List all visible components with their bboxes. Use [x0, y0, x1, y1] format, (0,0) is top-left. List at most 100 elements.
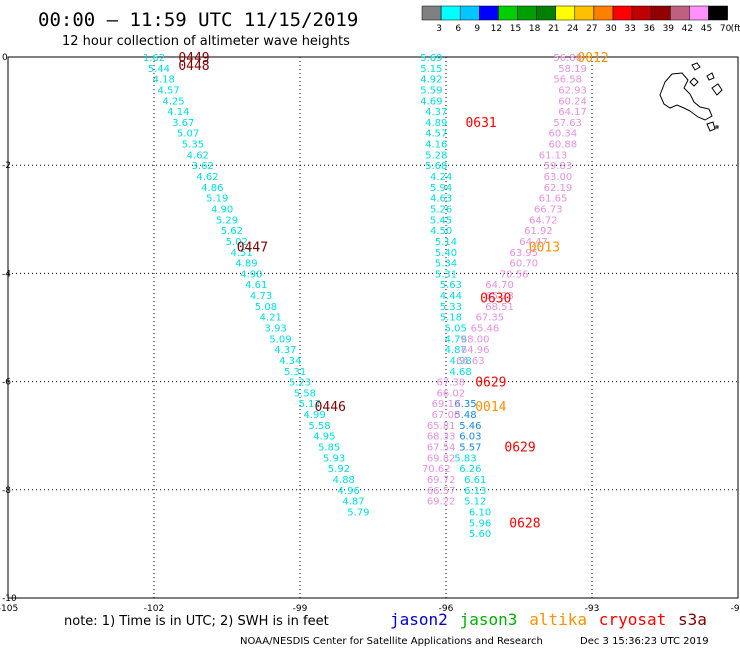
- wave-height-value: 6.26: [459, 464, 481, 475]
- pass-time-label: 0449: [178, 51, 209, 66]
- wave-height-value: 65.46: [471, 324, 500, 335]
- scale-swatch: [631, 5, 652, 21]
- wave-height-value: 5.29: [216, 215, 238, 226]
- wave-height-value: 5.57: [459, 443, 481, 454]
- wave-height-value: 5.79: [347, 507, 369, 518]
- wave-height-value: 60.24: [558, 96, 587, 107]
- islet-shape: [689, 77, 699, 87]
- latitude-tick-label: -4: [2, 269, 11, 279]
- scale-label: 27: [586, 24, 597, 34]
- wave-height-value: 4.57: [157, 85, 179, 96]
- latitude-ticks: 0 -2 -4 -6 -8 -10: [2, 53, 17, 604]
- satellite-legend: jason2 jason3 altika cryosat s3a: [390, 610, 707, 629]
- wave-height-value: 4.37: [425, 107, 447, 118]
- wave-height-value: 68.00: [461, 334, 490, 345]
- wave-height-value: 4.63: [430, 194, 452, 205]
- scale-swatch: [440, 5, 461, 21]
- wave-height-value: 6.35: [454, 399, 476, 410]
- wave-height-value: 5.92: [328, 464, 350, 475]
- wave-height-value: 6.61: [464, 475, 486, 486]
- wave-height-value: 4.69: [420, 96, 442, 107]
- scale-label: 6: [455, 24, 461, 34]
- wave-height-value: 5.69: [420, 53, 442, 64]
- legend-entry: jason3: [460, 610, 518, 629]
- wave-height-value: 64.70: [485, 280, 514, 291]
- wave-height-value: 4.98: [449, 356, 471, 367]
- wave-height-value: 4.62: [187, 150, 209, 161]
- wave-height-value: 65.81: [427, 421, 456, 432]
- wave-height-value: 67.35: [475, 313, 504, 324]
- wave-height-value: 4.87: [342, 497, 364, 508]
- legend-entry: jason2: [390, 610, 448, 629]
- wave-height-value: 67.54: [427, 443, 456, 454]
- satellite-tracks: 1.625.444.184.574.254.143.675.075.354.62…: [143, 53, 587, 540]
- wave-height-value: 63.95: [510, 248, 539, 259]
- wave-height-value: 4.87: [445, 345, 467, 356]
- wave-height-value: 4.73: [250, 291, 272, 302]
- scale-swatch: [670, 5, 690, 21]
- legend-entry: cryosat: [599, 610, 666, 629]
- page-subtitle: 12 hour collection of altimeter wave hei…: [62, 34, 350, 49]
- scale-swatch: [421, 5, 442, 21]
- wave-height-value: 5.45: [430, 215, 452, 226]
- latitude-tick-label: -10: [2, 594, 17, 604]
- wave-height-value: 5.94: [430, 183, 452, 194]
- wave-height-value: 5.19: [206, 194, 228, 205]
- scale-label: 24: [567, 24, 579, 34]
- wave-height-value: 64.47: [519, 237, 548, 248]
- wave-height-value: 5.83: [454, 453, 476, 464]
- longitude-tick-label: -96: [439, 604, 454, 614]
- wave-height-value: 62.93: [558, 85, 587, 96]
- longitude-tick-label: -90: [731, 604, 740, 614]
- wave-height-value: 4.16: [425, 140, 447, 151]
- wave-height-value: 4.89: [235, 259, 257, 270]
- scale-label: 45: [701, 24, 712, 34]
- wave-height-value: 4.34: [279, 356, 301, 367]
- wave-height-value: 5.59: [420, 85, 442, 96]
- wave-height-value: 4.90: [211, 204, 233, 215]
- wave-height-value: 4.62: [196, 172, 218, 183]
- pass-time-label: 0447: [237, 240, 268, 255]
- wave-height-value: 66.63: [456, 356, 485, 367]
- wave-height-value: 5.93: [323, 453, 345, 464]
- wave-height-value: 5.60: [469, 529, 491, 540]
- wave-height-value: 5.46: [459, 421, 481, 432]
- wave-height-value: 5.07: [177, 129, 199, 140]
- wave-height-value: 5.48: [454, 410, 476, 421]
- scale-swatch: [498, 5, 518, 21]
- wave-height-value: 5.40: [435, 248, 457, 259]
- wave-height-value: 64.72: [529, 215, 558, 226]
- wave-height-value: 5.35: [182, 140, 204, 151]
- wave-height-value: 5.28: [425, 150, 447, 161]
- wave-height-value: 68.51: [485, 302, 514, 313]
- pass-time-label: 0628: [509, 516, 540, 531]
- longitude-ticks: -105 -102 -99 -96 -93 -90: [0, 604, 740, 614]
- islet-shape: [711, 83, 723, 96]
- latitude-tick-label: -6: [2, 378, 11, 388]
- wave-height-value: 4.61: [245, 280, 267, 291]
- scale-swatch: [479, 5, 499, 21]
- track: 5.695.154.925.594.694.374.894.574.165.28…: [420, 53, 491, 540]
- wave-height-value: 59.83: [544, 161, 573, 172]
- galapagos-islands: [659, 62, 723, 132]
- wave-height-value: 70.62: [422, 464, 451, 475]
- wave-height-value: 4.18: [153, 75, 175, 86]
- wave-height-value: 4.57: [425, 129, 447, 140]
- pass-time-label: 0629: [475, 376, 506, 391]
- lat-lon-grid: [8, 57, 738, 598]
- wave-height-value: 64.17: [558, 107, 587, 118]
- wave-height-value: 56.80: [553, 53, 582, 64]
- wave-height-value: 4.14: [167, 107, 189, 118]
- wave-height-value: 66.57: [427, 486, 456, 497]
- legend-entry: s3a: [678, 610, 707, 629]
- pass-time-label: 0629: [504, 441, 535, 456]
- wave-height-value: 65.23: [485, 291, 514, 302]
- wave-height-value: 4.25: [162, 96, 184, 107]
- wave-height-value: 3.93: [265, 324, 287, 335]
- footer-credit: NOAA/NESDIS Center for Satellite Applica…: [240, 636, 543, 647]
- wave-height-value: 3.62: [192, 161, 214, 172]
- wave-height-value: 67.00: [432, 410, 461, 421]
- scale-swatch: [517, 5, 537, 21]
- wave-height-value: 4.37: [274, 345, 296, 356]
- scale-label: 39: [663, 24, 675, 34]
